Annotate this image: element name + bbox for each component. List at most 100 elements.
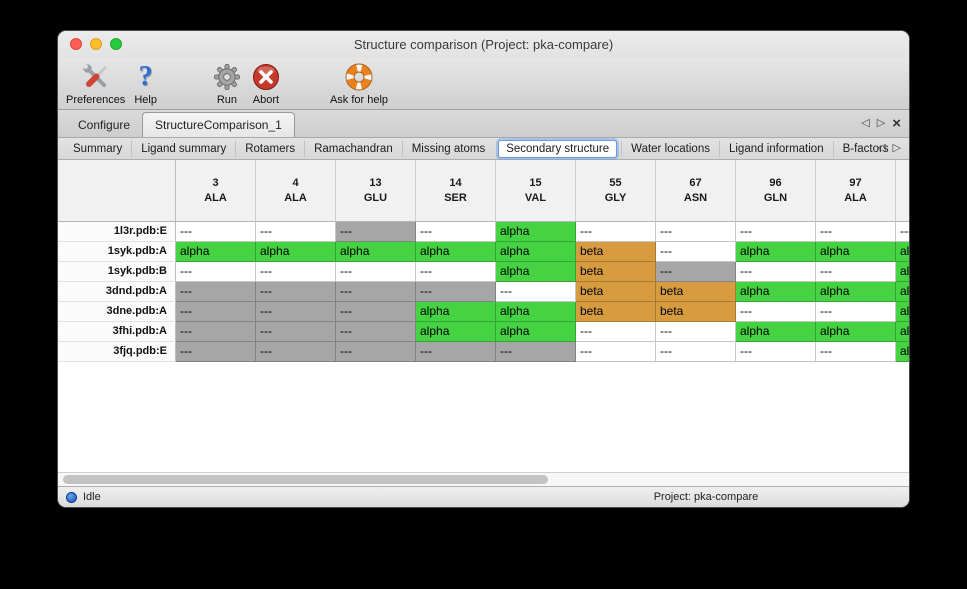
row-label[interactable]: 3fhi.pdb:A: [58, 322, 176, 342]
subtab-summary[interactable]: Summary: [73, 142, 123, 155]
cell-blank[interactable]: ---: [416, 222, 496, 242]
cell-missing[interactable]: ---: [496, 342, 576, 362]
cell-blank[interactable]: ---: [576, 222, 656, 242]
zoom-button[interactable]: [110, 38, 122, 50]
cell-missing[interactable]: ---: [176, 302, 256, 322]
cell-blank[interactable]: ---: [656, 222, 736, 242]
tab-close-icon[interactable]: ×: [892, 115, 901, 132]
cell-missing[interactable]: ---: [176, 342, 256, 362]
cell-missing[interactable]: ---: [176, 282, 256, 302]
tab-scroll-left-icon[interactable]: ◁: [861, 117, 870, 129]
cell-alpha[interactable]: alpha: [416, 322, 496, 342]
subtab-scroll-left-icon[interactable]: ◁: [877, 142, 886, 154]
cell-alpha[interactable]: alpha: [896, 322, 909, 342]
cell-blank[interactable]: ---: [816, 262, 896, 282]
cell-missing[interactable]: ---: [416, 282, 496, 302]
cell-beta[interactable]: beta: [656, 302, 736, 322]
cell-blank[interactable]: ---: [176, 222, 256, 242]
row-label[interactable]: 1syk.pdb:B: [58, 262, 176, 282]
cell-blank[interactable]: ---: [736, 342, 816, 362]
column-header[interactable]: 14 SER: [416, 160, 496, 221]
cell-blank[interactable]: ---: [656, 242, 736, 262]
cell-blank[interactable]: ---: [576, 322, 656, 342]
subtab-water-locations[interactable]: Water locations: [621, 140, 719, 157]
cell-missing[interactable]: ---: [336, 322, 416, 342]
cell-blank[interactable]: ---: [336, 262, 416, 282]
cell-blank[interactable]: ---: [256, 262, 336, 282]
row-label[interactable]: 1syk.pdb:A: [58, 242, 176, 262]
cell-alpha[interactable]: alpha: [736, 282, 816, 302]
column-header[interactable]: 97 ALA: [816, 160, 896, 221]
cell-alpha[interactable]: alpha: [256, 242, 336, 262]
cell-blank[interactable]: ---: [496, 282, 576, 302]
cell-alpha[interactable]: alpha: [416, 242, 496, 262]
cell-alpha[interactable]: alpha: [896, 242, 909, 262]
scrollbar-thumb[interactable]: [63, 475, 549, 484]
subtab-b-factors[interactable]: B-factors: [832, 140, 898, 157]
row-label[interactable]: 3dne.pdb:A: [58, 302, 176, 322]
cell-missing[interactable]: ---: [256, 322, 336, 342]
toolbar-button-abort[interactable]: Abort: [251, 60, 281, 106]
toolbar-button-run[interactable]: Run: [212, 60, 242, 106]
subtab-rotamers[interactable]: Rotamers: [235, 140, 304, 157]
cell-missing[interactable]: ---: [336, 302, 416, 322]
column-header[interactable]: 55 GLY: [576, 160, 656, 221]
cell-beta[interactable]: beta: [576, 242, 656, 262]
column-header[interactable]: 96 GLN: [736, 160, 816, 221]
cell-alpha[interactable]: alpha: [496, 222, 576, 242]
cell-blank[interactable]: ---: [176, 262, 256, 282]
subtab-secondary-structure[interactable]: Secondary structure: [498, 139, 618, 158]
cell-blank[interactable]: ---: [416, 262, 496, 282]
cell-alpha[interactable]: alpha: [416, 302, 496, 322]
tab-configure[interactable]: Configure: [78, 118, 131, 132]
cell-beta[interactable]: beta: [576, 262, 656, 282]
cell-blank[interactable]: ---: [576, 342, 656, 362]
cell-missing[interactable]: ---: [256, 282, 336, 302]
titlebar[interactable]: Structure comparison (Project: pka-compa…: [58, 31, 909, 58]
row-label[interactable]: 1l3r.pdb:E: [58, 222, 176, 242]
row-label[interactable]: 3fjq.pdb:E: [58, 342, 176, 362]
toolbar-button-ask-for-help[interactable]: Ask for help: [330, 60, 388, 106]
cell-blank[interactable]: ---: [736, 222, 816, 242]
cell-blank[interactable]: ---: [736, 302, 816, 322]
cell-missing[interactable]: ---: [336, 282, 416, 302]
cell-blank[interactable]: ---: [736, 262, 816, 282]
cell-blank[interactable]: ---: [656, 342, 736, 362]
cell-blank[interactable]: ---: [896, 222, 909, 242]
cell-missing[interactable]: ---: [176, 322, 256, 342]
cell-missing[interactable]: ---: [256, 342, 336, 362]
cell-alpha[interactable]: alpha: [896, 342, 909, 362]
cell-blank[interactable]: ---: [656, 322, 736, 342]
cell-missing[interactable]: ---: [336, 222, 416, 242]
cell-alpha[interactable]: alpha: [896, 302, 909, 322]
cell-alpha[interactable]: alpha: [496, 242, 576, 262]
subtab-ligand-information[interactable]: Ligand information: [718, 140, 833, 157]
row-label[interactable]: 3dnd.pdb:A: [58, 282, 176, 302]
column-header[interactable]: 15 VAL: [496, 160, 576, 221]
cell-alpha[interactable]: alpha: [496, 322, 576, 342]
horizontal-scrollbar[interactable]: [58, 472, 909, 486]
cell-blank[interactable]: ---: [816, 342, 896, 362]
cell-alpha[interactable]: alpha: [896, 282, 909, 302]
column-header[interactable]: 67 ASN: [656, 160, 736, 221]
subtab-scroll-right-icon[interactable]: ▷: [892, 142, 901, 154]
cell-alpha[interactable]: alpha: [736, 242, 816, 262]
column-header[interactable]: 3 ALA: [176, 160, 256, 221]
cell-alpha[interactable]: alpha: [496, 302, 576, 322]
cell-beta[interactable]: beta: [576, 282, 656, 302]
tab-scroll-right-icon[interactable]: ▷: [876, 117, 886, 129]
cell-beta[interactable]: beta: [576, 302, 656, 322]
cell-alpha[interactable]: alpha: [816, 322, 896, 342]
subtab-ligand-summary[interactable]: Ligand summary: [131, 140, 235, 157]
cell-alpha[interactable]: alpha: [176, 242, 256, 262]
cell-alpha[interactable]: alpha: [336, 242, 416, 262]
column-header[interactable]: [896, 160, 909, 221]
cell-blank[interactable]: ---: [256, 222, 336, 242]
cell-missing[interactable]: ---: [336, 342, 416, 362]
subtab-ramachandran[interactable]: Ramachandran: [304, 140, 402, 157]
minimize-button[interactable]: [90, 38, 102, 50]
cell-missing[interactable]: ---: [256, 302, 336, 322]
cell-alpha[interactable]: alpha: [496, 262, 576, 282]
subtab-missing-atoms[interactable]: Missing atoms: [401, 140, 495, 157]
cell-alpha[interactable]: alpha: [896, 262, 909, 282]
